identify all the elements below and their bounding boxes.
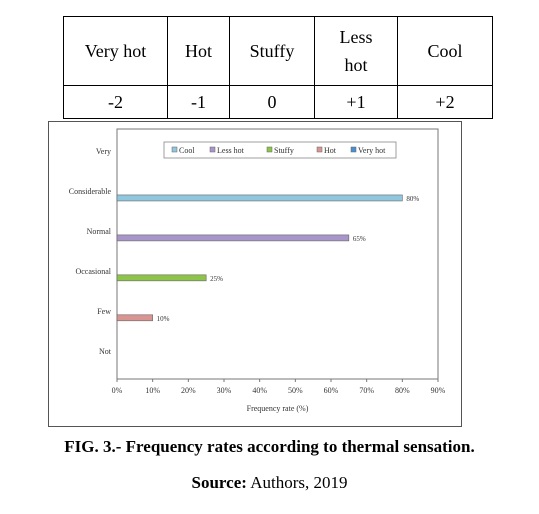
scale-labels-row: Very hot Hot Stuffy Less hot Cool xyxy=(63,16,493,86)
x-tick-label: 20% xyxy=(181,386,196,395)
scale-label-cell: Stuffy xyxy=(229,16,315,86)
y-tick-label: Not xyxy=(99,347,112,356)
source-text: Authors, 2019 xyxy=(246,473,348,492)
scale-value-cell: 0 xyxy=(229,85,315,119)
scale-label-cell: Less hot xyxy=(314,16,398,86)
legend-swatch xyxy=(171,146,178,153)
legend-swatch xyxy=(316,146,323,153)
figure-source: Source: Authors, 2019 xyxy=(0,473,539,493)
x-tick-label: 30% xyxy=(217,386,232,395)
legend-label: Cool xyxy=(179,146,195,155)
x-tick-label: 50% xyxy=(288,386,303,395)
bar-data-label: 25% xyxy=(210,275,223,283)
legend-label: Less hot xyxy=(217,146,245,155)
scale-label-text: Less hot xyxy=(339,27,373,75)
x-tick-label: 90% xyxy=(431,386,446,395)
bar-data-label: 80% xyxy=(406,195,419,203)
y-tick-label: Occasional xyxy=(75,267,111,276)
scale-value-cell: -1 xyxy=(167,85,230,119)
scale-values-row: -2 -1 0 +1 +2 xyxy=(63,85,493,119)
y-tick-label: Very xyxy=(96,147,111,156)
bar xyxy=(116,234,350,242)
chart-canvas: Very Considerable Normal Occasional Few Not 0%… xyxy=(69,128,446,413)
x-tick-label: 60% xyxy=(324,386,339,395)
scale-label-cell: Hot xyxy=(167,16,230,86)
legend-swatch xyxy=(209,146,216,153)
frequency-chart: Very Considerable Normal Occasional Few Not 0%… xyxy=(48,121,462,427)
legend-swatch xyxy=(350,146,357,153)
scale-value-cell: -2 xyxy=(63,85,168,119)
legend-label: Stuffy xyxy=(274,146,294,155)
figure-caption: FIG. 3.- Frequency rates according to th… xyxy=(64,437,475,456)
plot-area xyxy=(116,128,439,380)
bar xyxy=(116,194,403,202)
x-tick-label: 10% xyxy=(145,386,160,395)
bar xyxy=(116,274,207,282)
legend-swatch xyxy=(266,146,273,153)
scale-label-cell: Very hot xyxy=(63,16,168,86)
y-tick-label: Normal xyxy=(87,227,112,236)
thermal-scale-table: Very hot Hot Stuffy Less hot Cool -2 -1 … xyxy=(63,16,493,119)
source-label: Source: xyxy=(191,473,247,492)
scale-label-cell: Cool xyxy=(397,16,493,86)
scale-value-cell: +1 xyxy=(314,85,398,119)
y-tick-label: Considerable xyxy=(69,187,112,196)
x-tick-label: 80% xyxy=(395,386,410,395)
x-tick-label: 0% xyxy=(112,386,123,395)
bar xyxy=(116,314,153,322)
scale-value-cell: +2 xyxy=(397,85,493,119)
legend-label: Hot xyxy=(324,146,337,155)
bar-data-label: 65% xyxy=(353,235,366,243)
bar-data-label: 10% xyxy=(157,315,170,323)
y-tick-label: Few xyxy=(97,307,111,316)
x-tick-label: 40% xyxy=(252,386,267,395)
x-axis-label: Frequency rate (%) xyxy=(247,404,309,413)
x-tick-label: 70% xyxy=(359,386,374,395)
legend-label: Very hot xyxy=(358,146,386,155)
legend-box xyxy=(163,141,397,159)
